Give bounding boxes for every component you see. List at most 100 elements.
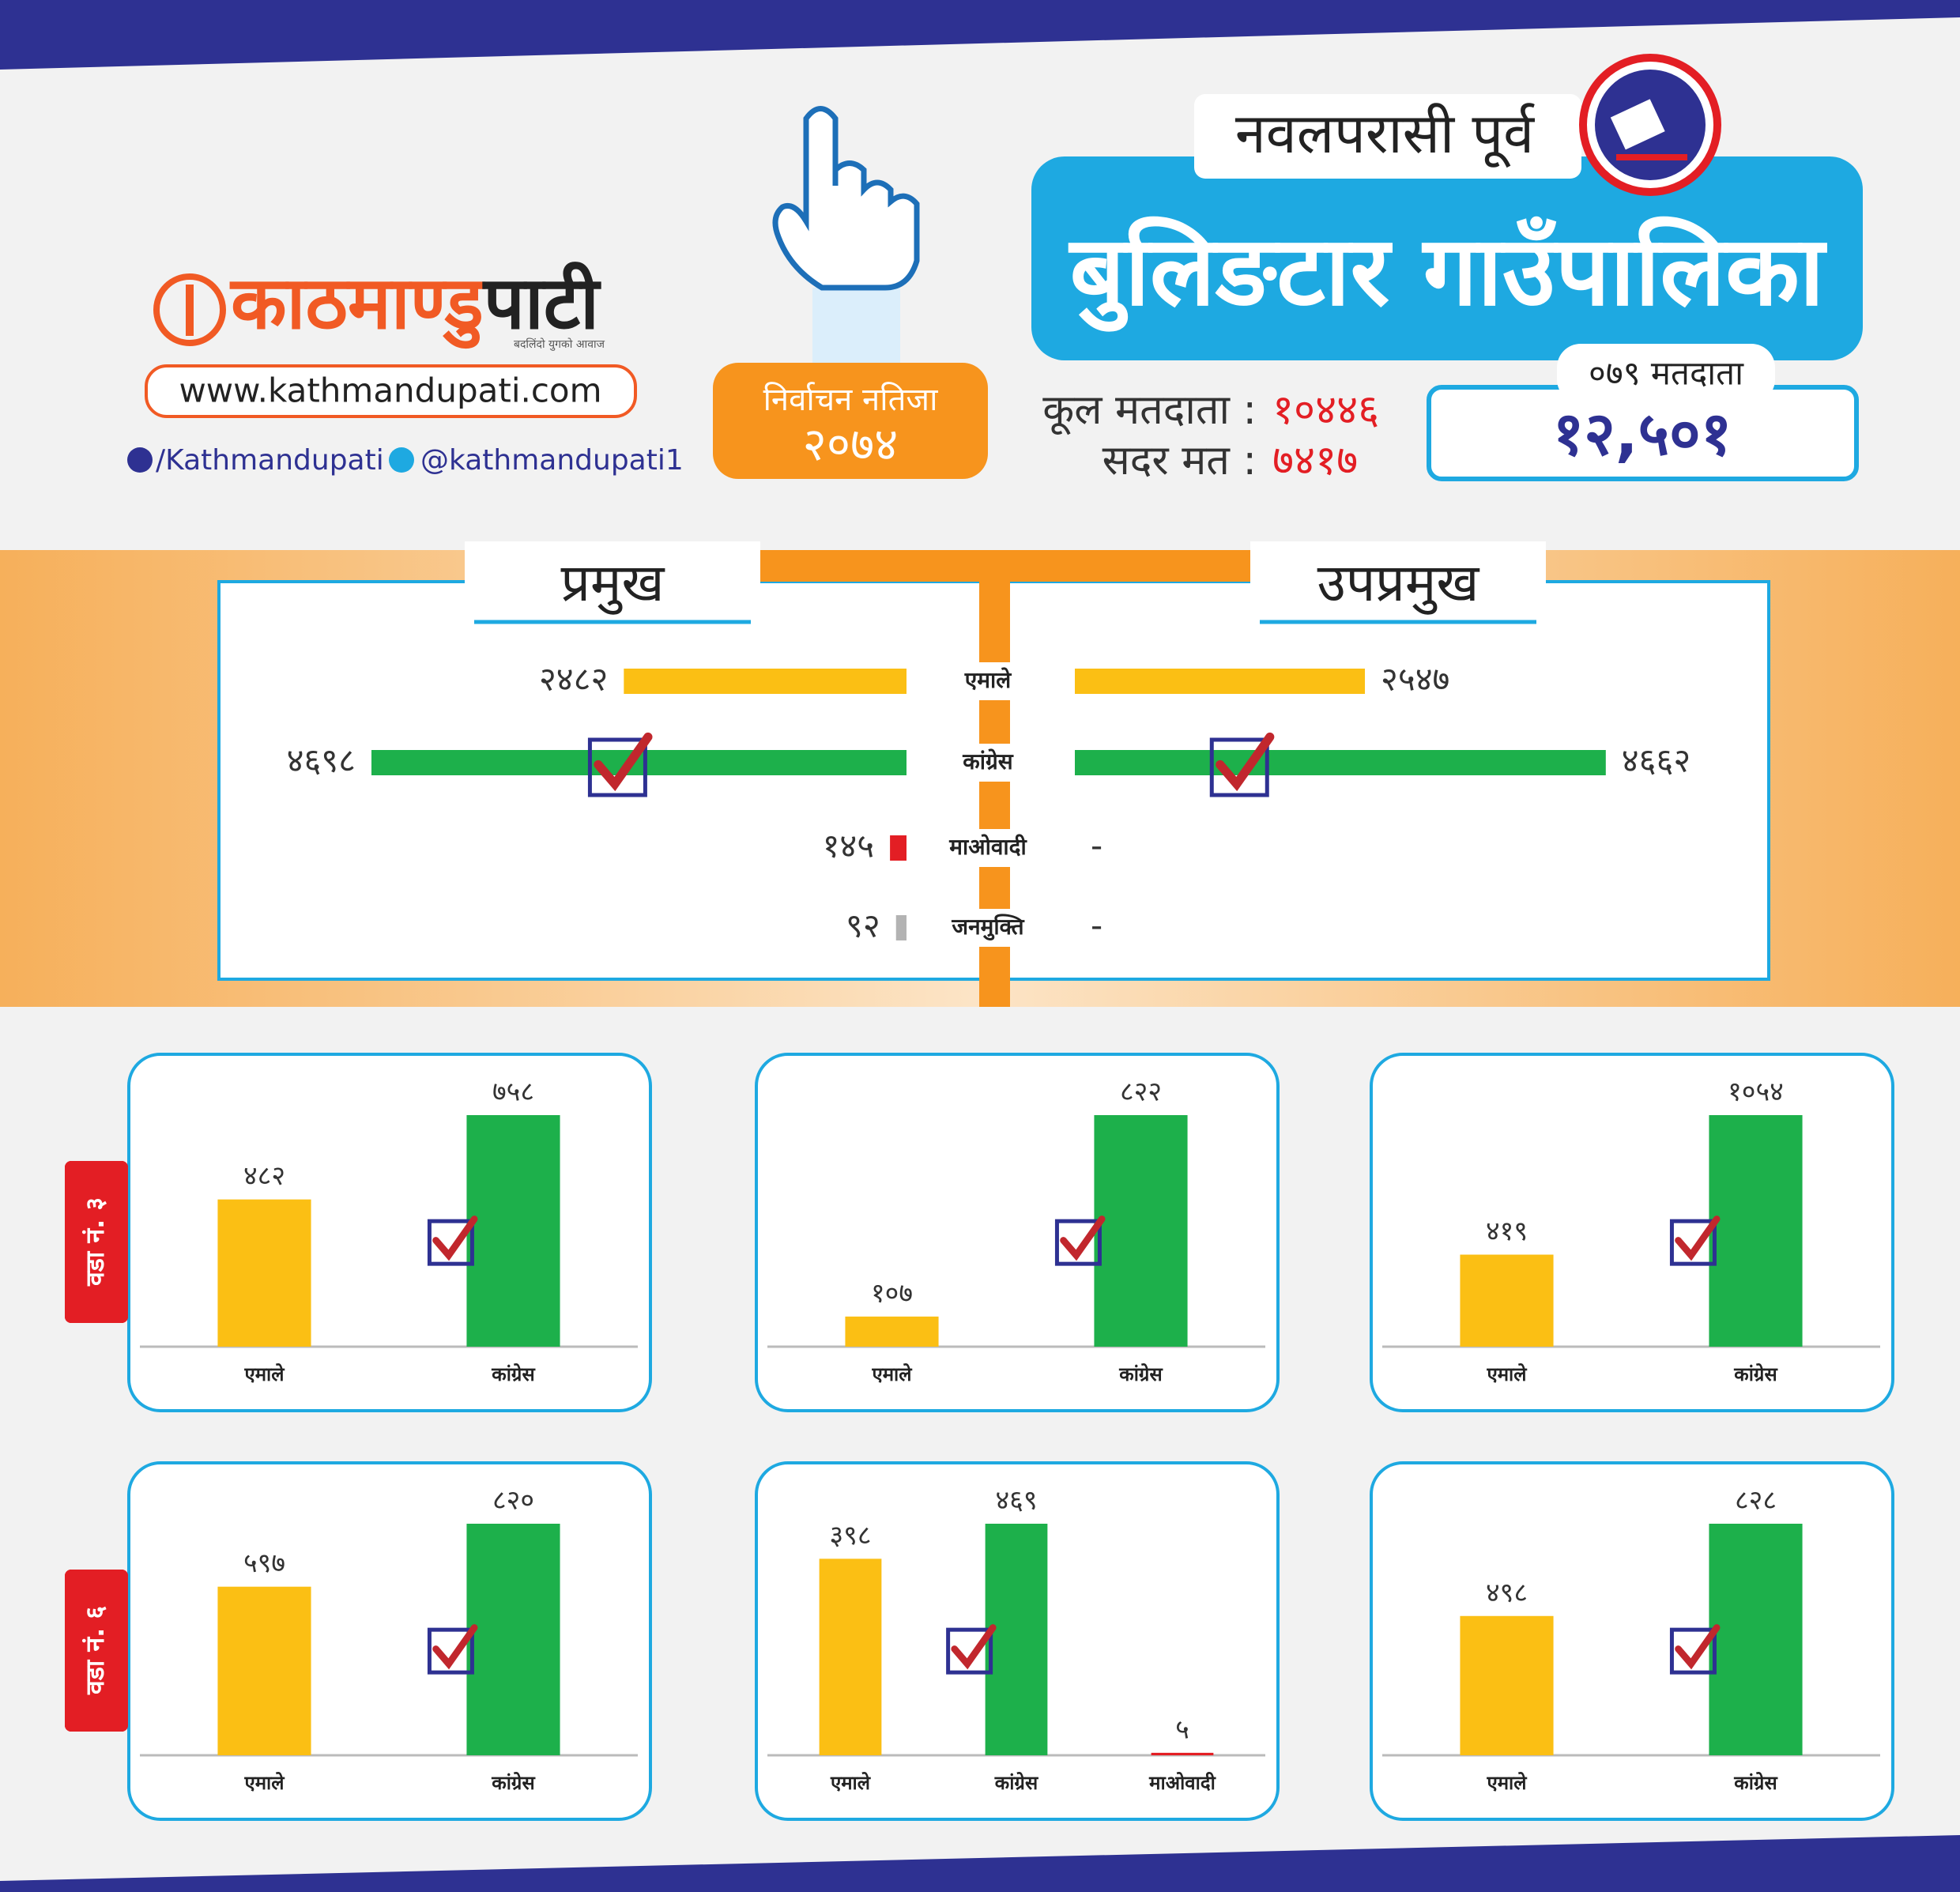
voters-079-tab (1557, 344, 1775, 403)
category-label: एमाले (871, 1363, 913, 1385)
winner-check (1216, 732, 1275, 792)
category-label: एमाले (243, 1772, 285, 1794)
category-label: कांग्रेस (1118, 1363, 1163, 1385)
bar (1460, 1615, 1554, 1755)
category-box (938, 662, 1038, 700)
bar (466, 1115, 560, 1347)
category-box (938, 909, 1038, 947)
category-label: कांग्रेस (962, 748, 1014, 775)
top-band (0, 0, 1960, 70)
logo-icon (153, 273, 226, 346)
category-label: एमाले (243, 1363, 285, 1385)
category-box (938, 744, 1038, 782)
bar (895, 915, 906, 940)
bar (466, 1524, 560, 1755)
panel-title: प्रमुख (560, 552, 665, 615)
value-label: ४८२ (243, 1160, 285, 1192)
value-label: ७५८ (492, 1076, 534, 1108)
value-label: ८२० (492, 1485, 534, 1517)
winner-check (1675, 1215, 1721, 1261)
badge-year: २०७४ (803, 417, 899, 471)
category-label: माओवादी (948, 834, 1027, 860)
winner-check (432, 1215, 478, 1261)
ward-panel (1370, 1053, 1894, 1412)
facebook-icon (127, 447, 153, 473)
value-label: ४९८ (1486, 1577, 1528, 1608)
ballot-slot (1616, 154, 1687, 160)
winner-check (1054, 1219, 1102, 1266)
ward-title: वडा नं. ६ (80, 1606, 110, 1695)
district-box (1194, 94, 1581, 179)
value-label: १४५ (823, 827, 875, 865)
twitter[interactable]: @kathmandupati1 (420, 444, 684, 477)
value-label: २५४७ (1381, 660, 1449, 699)
ward-panel (755, 1053, 1280, 1412)
bar (890, 835, 906, 861)
bar (819, 1558, 882, 1755)
category-label: एमाले (830, 1772, 872, 1794)
value-label: - (1091, 827, 1102, 865)
value-label: ५९७ (243, 1547, 285, 1579)
finger-icon (772, 106, 920, 291)
voters-079-label: ०७९ मतदाता (1589, 354, 1744, 393)
winner-check (1669, 1219, 1717, 1266)
value-label: ४६९ (995, 1485, 1037, 1517)
category-label: कांग्रेस (994, 1772, 1038, 1794)
ward-panel (1370, 1461, 1894, 1821)
category-box (938, 829, 1038, 867)
category-label: एमाले (1486, 1772, 1528, 1794)
value-label: ४६९८ (287, 741, 356, 780)
category-label: कांग्रेस (491, 1772, 535, 1794)
municipality: बुलिङटार गाउँपालिका (1069, 215, 1828, 332)
category-label: माओवादी (1148, 1772, 1216, 1794)
winner-check (587, 737, 647, 797)
winner-check (951, 1624, 997, 1670)
winner-check (946, 1627, 993, 1675)
bar (1151, 1752, 1214, 1755)
total-voters-label: कूल मतदाता : (1042, 386, 1257, 435)
wrist (812, 288, 900, 363)
bar (217, 1586, 311, 1755)
value-label: ८२८ (1735, 1485, 1777, 1517)
winner-check (594, 732, 653, 792)
ballot-icon (1610, 99, 1665, 150)
twitter-icon (389, 447, 414, 473)
winner-check (432, 1624, 478, 1670)
municipality-box (1031, 156, 1863, 360)
result-badge (713, 363, 988, 479)
tagline: बदलिंदो युगको आवाज (514, 337, 605, 351)
winner-check (1060, 1215, 1106, 1261)
valid-votes-label: सदर मत : (1102, 437, 1257, 484)
value-label: ४६६२ (1622, 741, 1690, 780)
bar (624, 669, 906, 694)
badge-title: निर्वाचन नतिजा (763, 382, 939, 418)
value-label: १०७ (871, 1277, 913, 1309)
value-label: ३९८ (829, 1520, 871, 1551)
bar (1094, 1115, 1188, 1347)
winner-check (427, 1627, 474, 1675)
bar (217, 1199, 311, 1347)
bottom-band (0, 1835, 1960, 1892)
winner-check (1675, 1624, 1721, 1670)
logo-accent: पाटी (482, 261, 601, 345)
winner-check (427, 1219, 474, 1266)
ward-panel (127, 1053, 652, 1412)
winner-check (1209, 737, 1269, 797)
category-label: एमाले (964, 667, 1012, 693)
district: नवलपरासी पूर्व (1235, 101, 1535, 168)
website[interactable]: www.kathmandupati.com (179, 371, 601, 410)
value-label: ५ (1175, 1713, 1189, 1745)
value-label: ९२ (846, 906, 880, 945)
value-label: ८२२ (1120, 1076, 1162, 1108)
total-voters: १०४४६ (1272, 386, 1379, 434)
bar (1460, 1254, 1554, 1347)
category-label: जनमुक्ति (951, 914, 1024, 940)
facebook[interactable]: /Kathmandupati (156, 444, 384, 477)
bar (1709, 1524, 1803, 1755)
category-label: कांग्रेस (491, 1363, 535, 1385)
winner-check (1669, 1627, 1717, 1675)
value-label: - (1091, 906, 1102, 945)
bar (1075, 669, 1366, 694)
ward-tab (65, 1570, 128, 1732)
